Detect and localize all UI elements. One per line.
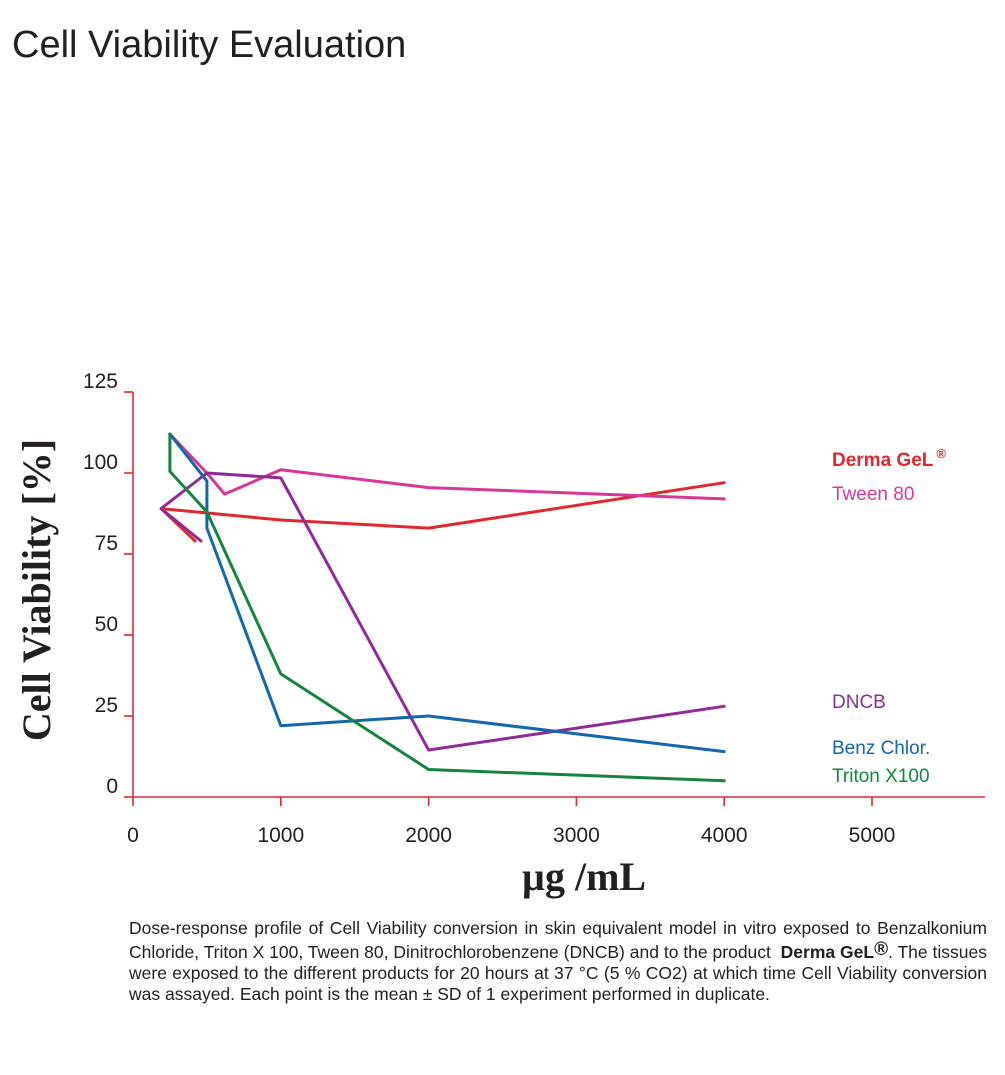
legend-label-triton-x100: Triton X100 [832, 766, 930, 787]
x-tick-label: 4000 [701, 824, 748, 847]
x-tick-label: 0 [127, 824, 139, 847]
chart-ticks: 0 25 50 75 100 125 0 1000 2000 3000 4000 5000 [83, 370, 895, 847]
y-tick-label: 50 [95, 613, 118, 636]
caption-brand: Derma GeL [780, 942, 875, 962]
y-tick-label: 25 [95, 694, 118, 717]
y-tick-label: 100 [83, 451, 118, 474]
caption-registered-mark: ® [874, 939, 889, 960]
page-title: Cell Viability Evaluation [12, 24, 407, 66]
series-line-dncb [159, 471, 726, 752]
y-tick-label: 0 [106, 775, 118, 798]
line-chart: 0 25 50 75 100 125 0 1000 2000 3000 4000 5000 Derma… [14, 370, 985, 899]
y-tick-label: 125 [83, 370, 118, 393]
series-line-triton-x100 [168, 432, 726, 783]
legend-label-dncb: DNCB [832, 692, 886, 713]
series-line-tween-80 [168, 432, 726, 501]
legend-registered-mark: ® [936, 446, 946, 461]
legend-label-benz-chlor: Benz Chlor. [832, 738, 930, 759]
y-tick-label: 75 [95, 532, 118, 555]
x-tick-label: 1000 [257, 824, 304, 847]
chart-legend: Derma GeL ® Tween 80 DNCB Benz Chlor. Triton … [832, 446, 946, 787]
series-line-derma-gel [159, 481, 726, 543]
legend-label-derma-gel: Derma GeL ® [832, 446, 946, 471]
legend-label-tween-80: Tween 80 [832, 484, 914, 505]
x-tick-label: 3000 [553, 824, 600, 847]
chart-axes [132, 392, 985, 798]
figure-caption: Dose-response profile of Cell Viability … [129, 918, 987, 1005]
series-line-benz-chlor [168, 432, 726, 754]
y-axis-title: Cell Viability [%] [14, 439, 59, 741]
caption-part-1: Dose-response profile of Cell Viability … [129, 918, 987, 962]
x-axis-title: µg /mL [522, 854, 646, 899]
x-tick-label: 5000 [849, 824, 896, 847]
caption-part-2: . The tissues were exposed to the differ… [129, 942, 987, 1004]
x-tick-label: 2000 [405, 824, 452, 847]
chart-series-lines [159, 432, 726, 783]
